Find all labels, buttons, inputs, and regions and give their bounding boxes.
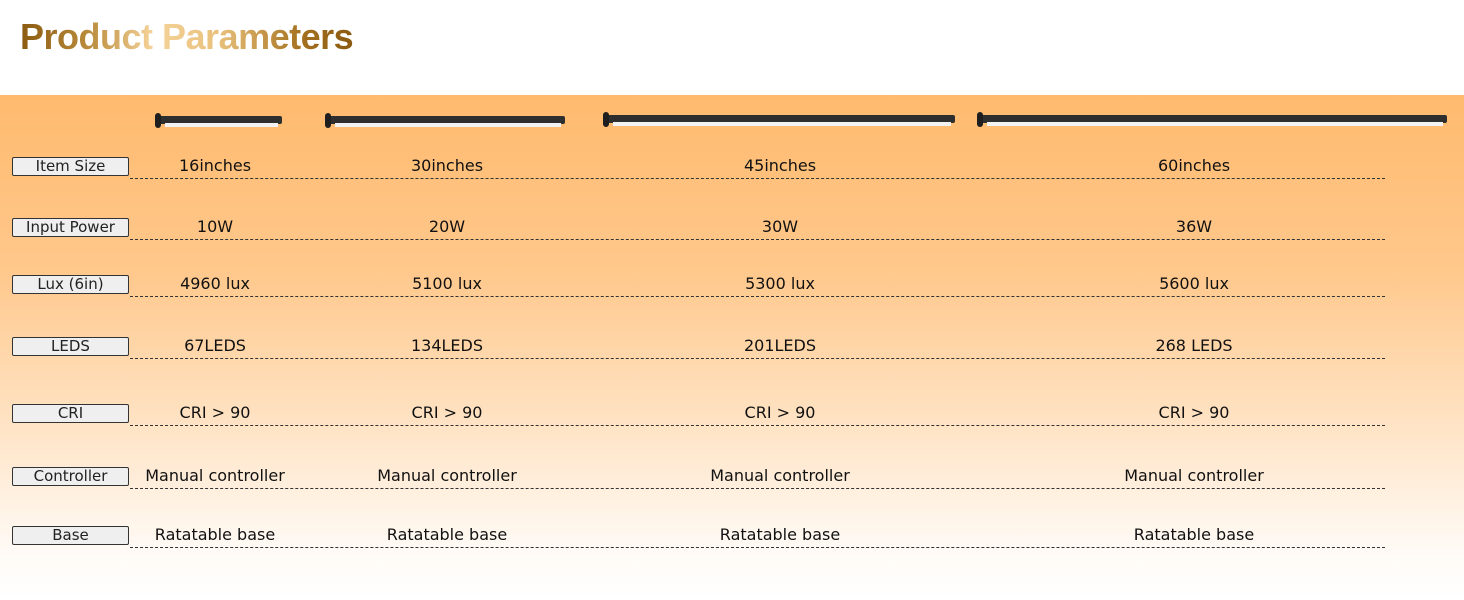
- table-cell: 16inches: [178, 156, 252, 175]
- table-cell: Ratatable base: [719, 525, 841, 544]
- row-label: Base: [12, 526, 129, 545]
- page-title: Product Parameters: [20, 16, 354, 57]
- table-cell: Ratatable base: [386, 525, 508, 544]
- table-cell: 36W: [1175, 217, 1213, 236]
- table-cell: 30inches: [410, 156, 484, 175]
- row-label: Controller: [12, 467, 129, 486]
- row-label: Item Size: [12, 157, 129, 176]
- table-cell: 60inches: [1157, 156, 1231, 175]
- row-label: Lux (6in): [12, 275, 129, 294]
- lamp-image: [325, 112, 565, 128]
- row-label: LEDS: [12, 337, 129, 356]
- table-cell: CRI > 90: [179, 403, 251, 422]
- table-cell: Manual controller: [710, 466, 850, 485]
- table-cell: Manual controller: [1124, 466, 1264, 485]
- row-label: Input Power: [12, 218, 129, 237]
- table-cell: 268 LEDS: [1155, 336, 1233, 355]
- table-cell: 201LEDS: [743, 336, 817, 355]
- row-divider: [130, 358, 1385, 359]
- table-cell: 5300 lux: [745, 274, 815, 293]
- table-cell: 20W: [428, 217, 466, 236]
- row-label: CRI: [12, 404, 129, 423]
- table-cell: Ratatable base: [1133, 525, 1255, 544]
- table-cell: 5100 lux: [412, 274, 482, 293]
- lamp-image: [155, 113, 282, 128]
- table-cell: 67LEDS: [184, 336, 246, 355]
- row-divider: [130, 239, 1385, 240]
- lamp-image: [603, 112, 955, 127]
- row-divider: [130, 488, 1385, 489]
- table-cell: Manual controller: [145, 466, 285, 485]
- table-cell: 4960 lux: [180, 274, 250, 293]
- row-divider: [130, 547, 1385, 548]
- table-cell: 134LEDS: [410, 336, 484, 355]
- row-divider: [130, 296, 1385, 297]
- table-cell: Ratatable base: [154, 525, 276, 544]
- row-divider: [130, 425, 1385, 426]
- table-cell: 30W: [761, 217, 799, 236]
- row-divider: [130, 178, 1385, 179]
- table-cell: 5600 lux: [1159, 274, 1229, 293]
- table-cell: CRI > 90: [1158, 403, 1230, 422]
- table-cell: 45inches: [743, 156, 817, 175]
- table-cell: Manual controller: [377, 466, 517, 485]
- parameters-panel: [0, 95, 1464, 600]
- table-cell: CRI > 90: [744, 403, 816, 422]
- table-cell: 10W: [196, 217, 234, 236]
- lamp-image: [977, 111, 1447, 127]
- table-cell: CRI > 90: [411, 403, 483, 422]
